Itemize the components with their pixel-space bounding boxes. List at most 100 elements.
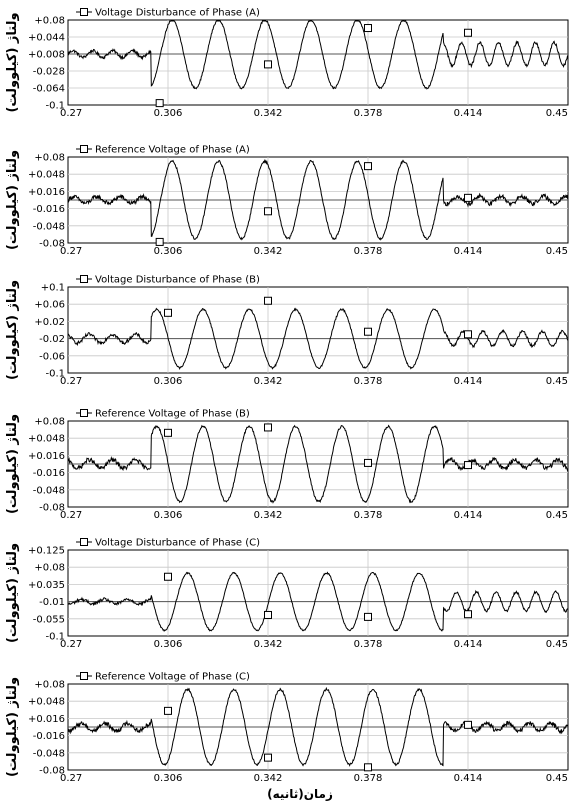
legend-label: Voltage Disturbance of Phase (C)	[95, 538, 260, 549]
y-tick-label: +0.08	[34, 563, 65, 574]
series-marker	[464, 28, 472, 37]
x-tick-label: 0.306	[154, 773, 183, 784]
series-marker	[364, 162, 372, 171]
series-line	[67, 307, 569, 370]
series-marker	[164, 706, 172, 715]
y-tick-label: +0.1	[41, 283, 65, 294]
y-tick-label: -0.02	[39, 334, 65, 345]
series-marker	[164, 308, 172, 317]
y-tick-label: -0.1	[45, 369, 65, 380]
x-tick-label: 0.306	[154, 376, 183, 387]
legend-marker	[80, 8, 88, 16]
y-tick-label: +0.02	[34, 317, 65, 328]
x-tick-label: 0.414	[454, 246, 483, 257]
y-axis-label: ولتاژ (کیلوولت)	[5, 150, 20, 250]
legend-marker	[80, 538, 88, 546]
series-marker	[464, 720, 472, 729]
series-line	[67, 158, 569, 241]
y-tick-label: +0.016	[28, 714, 65, 725]
chart-panel-2: +0.08 +0.048 +0.016 -0.016 -0.048 -0.080.27 0.…	[5, 145, 569, 257]
series-marker	[155, 237, 164, 246]
x-tick-label: 0.342	[254, 246, 283, 257]
legend-marker	[80, 145, 88, 153]
y-tick-label: -0.016	[33, 731, 65, 742]
chart-panel-1: +0.08 +0.044 +0.008 -0.028 -0.064 -0.10.27 0.3…	[5, 8, 569, 119]
y-tick-label: +0.06	[34, 300, 65, 311]
y-tick-label: -0.1	[45, 101, 65, 112]
x-axis-label: زمان(ثانیه)	[267, 787, 333, 801]
series-line	[67, 20, 569, 90]
x-tick-label: 0.378	[354, 639, 383, 650]
x-tick-label: 0.414	[454, 510, 483, 521]
chart-panel-6: +0.08 +0.048 +0.016 -0.016 -0.048 -0.080.27 0.…	[5, 672, 569, 784]
y-axis-label: ولتاژ (کیلوولت)	[5, 677, 20, 777]
x-tick-label: 0.414	[454, 773, 483, 784]
series-marker	[364, 24, 372, 33]
x-tick-label: 0.27	[60, 639, 82, 650]
legend-marker	[80, 409, 88, 417]
y-tick-label: +0.125	[28, 546, 65, 557]
series-marker	[364, 458, 372, 467]
x-tick-label: 0.342	[254, 376, 283, 387]
x-tick-label: 0.306	[154, 639, 183, 650]
series-line	[67, 571, 569, 632]
x-tick-label: 0.378	[354, 108, 383, 119]
y-tick-label: +0.048	[28, 170, 65, 181]
series-marker	[164, 428, 172, 437]
x-tick-label: 0.342	[254, 639, 283, 650]
y-tick-label: -0.01	[39, 597, 65, 608]
legend-label: Voltage Disturbance of Phase (A)	[95, 8, 260, 19]
y-tick-label: +0.048	[28, 434, 65, 445]
y-tick-label: +0.08	[34, 153, 65, 164]
x-tick-label: 0.45	[546, 108, 568, 119]
y-tick-label: -0.064	[33, 84, 65, 95]
y-axis-label: ولتاژ (کیلوولت)	[5, 12, 20, 112]
y-tick-label: -0.08	[39, 503, 65, 514]
plot-frame	[67, 286, 569, 374]
y-axis-label: ولتاژ (کیلوولت)	[5, 543, 20, 643]
x-tick-label: 0.45	[546, 639, 568, 650]
chart-panel-3: +0.1 +0.06 +0.02 -0.02 -0.06 -0.10.27 0.306 0.3…	[5, 275, 569, 387]
y-tick-label: -0.1	[45, 632, 65, 643]
y-tick-label: +0.08	[34, 417, 65, 428]
series-line	[67, 424, 569, 504]
y-tick-label: +0.08	[34, 16, 65, 27]
series-marker	[464, 610, 472, 619]
x-tick-label: 0.378	[354, 246, 383, 257]
y-tick-label: -0.055	[33, 614, 65, 625]
x-tick-label: 0.414	[454, 108, 483, 119]
x-tick-label: 0.378	[354, 773, 383, 784]
series-marker	[364, 327, 372, 336]
x-tick-label: 0.27	[60, 376, 82, 387]
series-marker	[164, 572, 172, 581]
legend-label: Reference Voltage of Phase (A)	[95, 145, 250, 156]
x-tick-label: 0.342	[254, 510, 283, 521]
series-marker	[155, 99, 164, 108]
y-tick-label: -0.08	[39, 766, 65, 777]
x-tick-label: 0.27	[60, 773, 82, 784]
x-tick-label: 0.27	[60, 246, 82, 257]
chart-panel-4: +0.08 +0.048 +0.016 -0.016 -0.048 -0.080.27 0.…	[5, 409, 569, 521]
series-marker	[264, 296, 272, 305]
x-tick-label: 0.27	[60, 108, 82, 119]
y-tick-label: +0.016	[28, 451, 65, 462]
x-tick-label: 0.45	[546, 773, 568, 784]
series-marker	[264, 207, 272, 216]
series-marker	[264, 610, 272, 619]
y-axis-label: ولتاژ (کیلوولت)	[5, 280, 20, 380]
x-tick-label: 0.306	[154, 510, 183, 521]
x-tick-label: 0.378	[354, 510, 383, 521]
x-tick-label: 0.45	[546, 376, 568, 387]
legend-marker	[80, 275, 88, 283]
y-tick-label: -0.048	[33, 485, 65, 496]
x-tick-label: 0.45	[546, 510, 568, 521]
series-line	[67, 686, 569, 767]
y-tick-label: -0.016	[33, 468, 65, 479]
series-marker	[264, 423, 272, 432]
y-tick-label: +0.016	[28, 187, 65, 198]
x-tick-label: 0.306	[154, 246, 183, 257]
y-tick-label: +0.008	[28, 50, 65, 61]
x-tick-label: 0.342	[254, 773, 283, 784]
legend-label: Voltage Disturbance of Phase (B)	[95, 275, 260, 286]
